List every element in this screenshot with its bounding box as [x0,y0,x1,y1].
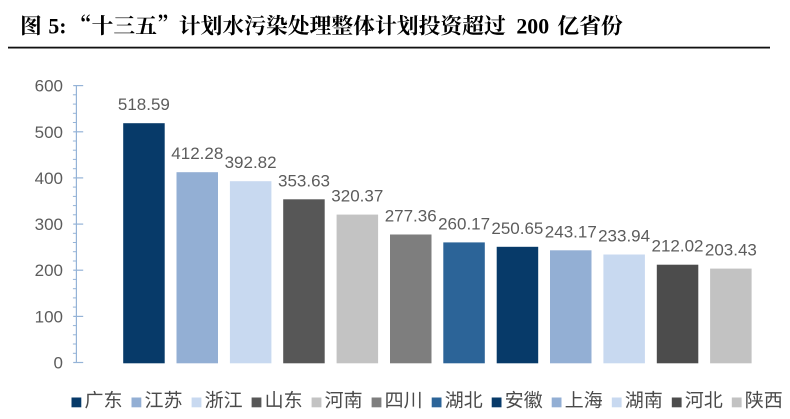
svg-text:100: 100 [35,307,63,326]
svg-text:300: 300 [35,215,63,234]
svg-text:518.59: 518.59 [118,95,170,114]
svg-text:200: 200 [516,14,549,38]
svg-text:400: 400 [35,169,63,188]
svg-text:353.63: 353.63 [278,171,330,190]
svg-text:412.28: 412.28 [171,144,223,163]
svg-text:233.94: 233.94 [598,227,650,246]
svg-text:392.82: 392.82 [225,153,277,172]
svg-text:600: 600 [35,77,63,96]
svg-text:5:: 5: [48,14,66,38]
svg-text:212.02: 212.02 [652,237,704,256]
svg-text:200: 200 [35,261,63,280]
svg-text:243.17: 243.17 [545,222,597,241]
svg-text:500: 500 [35,123,63,142]
svg-text:260.17: 260.17 [438,214,490,233]
svg-text:0: 0 [54,354,63,373]
svg-text:277.36: 277.36 [385,207,437,226]
svg-text:203.43: 203.43 [705,241,757,260]
svg-text:250.65: 250.65 [491,219,543,238]
svg-text:320.37: 320.37 [331,187,383,206]
